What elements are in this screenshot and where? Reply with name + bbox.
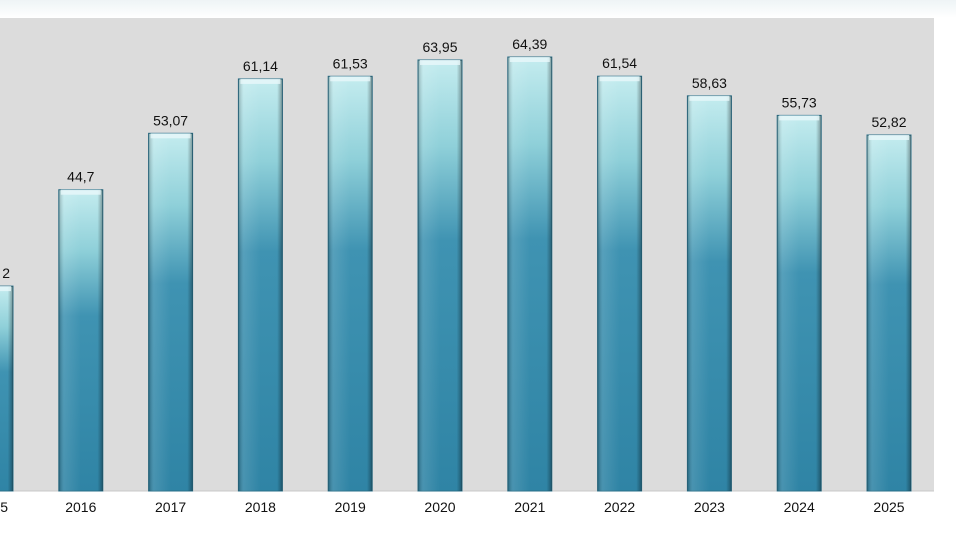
data-label: 53,07 [153,112,188,128]
x-tick-label: 2020 [424,499,455,515]
bar-shade [148,133,193,491]
data-label: 58,63 [692,75,727,91]
bar-shade [418,59,462,492]
bar-2025 [866,134,912,492]
data-label: 64,39 [512,36,547,52]
data-label: 61,53 [333,55,368,71]
x-tick-label: 2017 [155,499,186,515]
bar-2024 [776,114,822,492]
x-tick-label: 2024 [784,499,815,515]
bar-cap [599,76,640,82]
bar-2019 [327,75,373,492]
data-label: 55,73 [782,94,817,110]
bar-cap [689,95,730,101]
x-tick-label: 2019 [335,499,366,515]
bar-shade [58,189,103,492]
data-label: 61,54 [602,55,637,71]
data-label: 44,7 [67,169,94,185]
x-tick-label: 5 [0,499,8,515]
bar-5 [0,285,14,492]
data-label: 2 [2,265,10,281]
bar-cap [150,133,191,139]
bar-2022 [597,75,643,492]
bar-2023 [686,95,732,492]
bar-shade [238,78,283,492]
x-tick-label: 2022 [604,499,635,515]
bar-2018 [237,78,283,492]
x-tick-label: 2023 [694,499,725,515]
x-tick-label: 2016 [65,499,96,515]
x-tick-label: 2018 [245,499,276,515]
bar-shade [687,95,732,491]
bar-cap [330,76,371,82]
top-fade [0,0,956,18]
bar-cap [420,59,460,65]
bar-2016 [58,189,104,492]
bar-shade [328,76,373,491]
x-tick-label: 2021 [514,499,545,515]
bar-shade [507,57,552,491]
bar-shade [777,115,822,492]
data-label: 63,95 [422,39,457,55]
x-tick-label: 2025 [873,499,904,515]
bar-2020 [417,59,463,492]
bar-cap [779,115,820,121]
bar-shade [867,134,911,491]
bar-shade [597,76,642,491]
bar-cap [869,134,909,140]
data-label: 52,82 [871,114,906,130]
bar-cap [509,57,550,63]
bar-cap [0,286,11,292]
bar-shade [0,286,13,491]
data-label: 61,14 [243,58,278,74]
bar-2021 [507,56,553,492]
bar-cap [240,78,281,84]
bar-2017 [148,132,194,492]
bar-cap [60,189,101,195]
